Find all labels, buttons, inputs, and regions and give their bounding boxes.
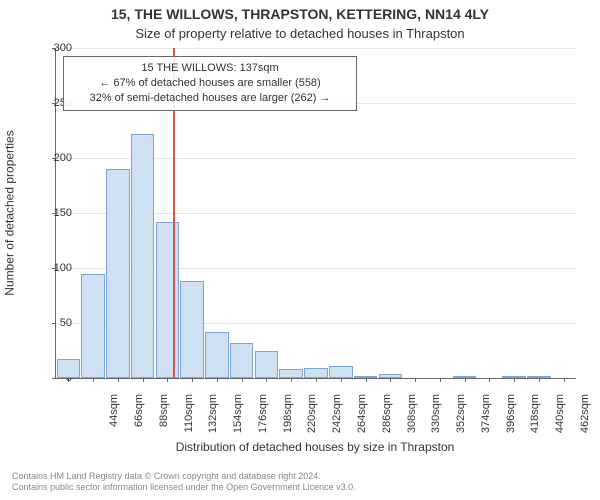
x-tick-mark — [242, 378, 243, 382]
histogram-bar — [279, 369, 303, 378]
x-tick-label: 88sqm — [158, 394, 170, 444]
footer-line-1: Contains HM Land Registry data © Crown c… — [12, 471, 588, 483]
x-tick-mark — [93, 378, 94, 382]
x-tick-mark — [564, 378, 565, 382]
histogram-bar — [354, 376, 378, 378]
x-tick-label: 374sqm — [480, 394, 492, 444]
title-main: 15, THE WILLOWS, THRAPSTON, KETTERING, N… — [0, 6, 600, 22]
annotation-line-3: 32% of semi-detached houses are larger (… — [70, 91, 350, 106]
x-tick-label: 44sqm — [108, 394, 120, 444]
title-sub: Size of property relative to detached ho… — [0, 26, 600, 41]
histogram-bar — [329, 366, 353, 378]
x-tick-mark — [266, 378, 267, 382]
histogram-bar — [156, 222, 180, 378]
x-tick-label: 418sqm — [529, 394, 541, 444]
x-tick-mark — [316, 378, 317, 382]
x-tick-label: 198sqm — [282, 394, 294, 444]
annotation-line-1: 15 THE WILLOWS: 137sqm — [70, 61, 350, 76]
y-axis-label-text: Number of detached properties — [3, 130, 17, 295]
annotation-box: 15 THE WILLOWS: 137sqm← 67% of detached … — [63, 56, 357, 111]
histogram-bar — [180, 281, 204, 378]
x-tick-mark — [366, 378, 367, 382]
x-tick-label: 66sqm — [133, 394, 145, 444]
x-tick-label: 330sqm — [430, 394, 442, 444]
footer-attribution: Contains HM Land Registry data © Crown c… — [12, 471, 588, 494]
histogram-bar — [453, 376, 477, 378]
x-tick-label: 220sqm — [306, 394, 318, 444]
x-tick-label: 264sqm — [356, 394, 368, 444]
x-tick-label: 462sqm — [579, 394, 591, 444]
histogram-bar — [57, 359, 81, 378]
histogram-bar — [502, 376, 526, 378]
x-tick-mark — [390, 378, 391, 382]
histogram-bar — [205, 332, 229, 378]
x-tick-mark — [291, 378, 292, 382]
x-tick-label: 132sqm — [207, 394, 219, 444]
x-tick-mark — [167, 378, 168, 382]
histogram-bar — [255, 351, 279, 379]
x-tick-mark — [192, 378, 193, 382]
histogram-bar — [81, 274, 105, 379]
histogram-bar — [527, 376, 551, 378]
x-tick-mark — [539, 378, 540, 382]
histogram-bar — [230, 343, 254, 378]
x-tick-label: 242sqm — [331, 394, 343, 444]
x-tick-mark — [118, 378, 119, 382]
x-tick-mark — [489, 378, 490, 382]
x-tick-mark — [440, 378, 441, 382]
x-tick-label: 110sqm — [183, 394, 195, 444]
x-tick-label: 176sqm — [257, 394, 269, 444]
annotation-line-2: ← 67% of detached houses are smaller (55… — [70, 76, 350, 91]
footer-line-2: Contains public sector information licen… — [12, 482, 588, 494]
x-tick-mark — [143, 378, 144, 382]
x-tick-label: 286sqm — [381, 394, 393, 444]
histogram-bar — [131, 134, 155, 378]
histogram-bar — [106, 169, 130, 378]
x-tick-label: 308sqm — [406, 394, 418, 444]
x-tick-mark — [415, 378, 416, 382]
x-tick-mark — [465, 378, 466, 382]
x-tick-label: 440sqm — [554, 394, 566, 444]
x-tick-label: 396sqm — [505, 394, 517, 444]
histogram-bar — [304, 368, 328, 378]
x-tick-label: 352sqm — [455, 394, 467, 444]
histogram-bar — [379, 374, 403, 378]
x-tick-mark — [217, 378, 218, 382]
y-axis-label: Number of detached properties — [2, 48, 18, 378]
x-tick-label: 154sqm — [232, 394, 244, 444]
x-tick-mark — [341, 378, 342, 382]
chart-plot-area: 15 THE WILLOWS: 137sqm← 67% of detached … — [55, 48, 576, 379]
x-tick-mark — [514, 378, 515, 382]
